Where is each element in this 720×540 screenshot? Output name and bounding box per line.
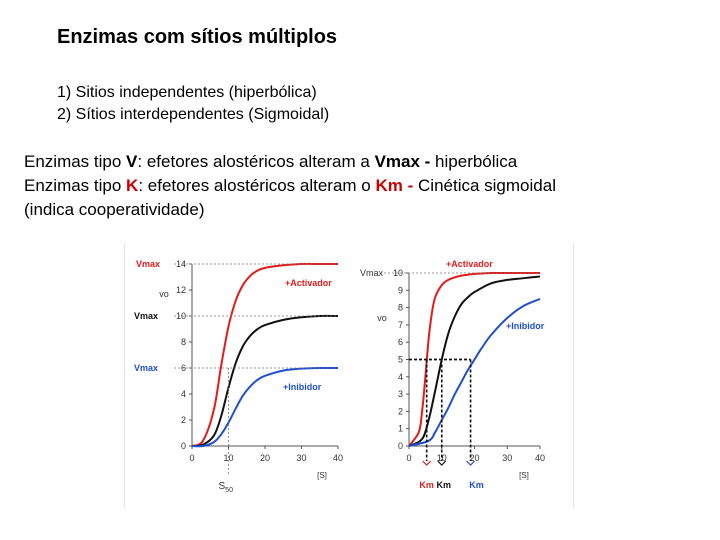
inhibitor-curve bbox=[191, 366, 339, 448]
s50-subscript: 50 bbox=[225, 487, 233, 494]
v-type-line: Enzimas tipo V: efetores alostéricos alt… bbox=[24, 150, 556, 174]
text: hiperbólica bbox=[435, 152, 518, 171]
text: : efetores alostéricos alteram o bbox=[138, 176, 376, 195]
y-tick-label: 9 bbox=[398, 285, 403, 295]
x-tick-label: 30 bbox=[502, 453, 512, 463]
km-label: Km bbox=[436, 480, 451, 490]
y-tick-label: 4 bbox=[398, 372, 403, 382]
x-axis-label: [S] bbox=[519, 471, 529, 480]
y-tick-label: 0 bbox=[181, 441, 186, 451]
y-tick-label: 1 bbox=[398, 424, 403, 434]
activator-curve-label: +Activador bbox=[446, 259, 493, 269]
x-tick-label: 20 bbox=[260, 453, 270, 463]
page-title: Enzimas com sítios múltiplos bbox=[57, 26, 338, 48]
x-tick-label: 0 bbox=[189, 453, 194, 463]
site-type-list: 1) Sitios independentes (hiperbólica) 2)… bbox=[57, 82, 329, 126]
y-tick-label: 5 bbox=[398, 355, 403, 365]
vmax-control-label: Vmax bbox=[134, 311, 158, 321]
y-axis-label: vo bbox=[159, 289, 169, 299]
x-tick-label: 40 bbox=[535, 453, 545, 463]
inhibitor-curve bbox=[408, 298, 541, 447]
dash: - bbox=[419, 152, 436, 171]
y-tick-label: 0 bbox=[398, 441, 403, 451]
activator-curve-label: +Activador bbox=[285, 278, 332, 288]
km-label: Km bbox=[419, 480, 434, 490]
vmax-activator-label: Vmax bbox=[136, 259, 160, 269]
y-tick-label: 4 bbox=[181, 389, 186, 399]
km-marker bbox=[437, 460, 447, 466]
text: Enzimas tipo bbox=[24, 152, 127, 171]
km-marker bbox=[466, 460, 475, 466]
text: : efetores alostéricos alteram a bbox=[137, 152, 375, 171]
vmax-term: Vmax bbox=[374, 152, 420, 171]
activator-curve bbox=[408, 271, 540, 447]
list-item: 1) Sitios independentes (hiperbólica) bbox=[57, 84, 317, 101]
v-letter: V bbox=[126, 152, 138, 171]
figure-background bbox=[124, 243, 574, 508]
y-tick-label: 8 bbox=[181, 337, 186, 347]
cooperativity-line: (indica cooperatividade) bbox=[24, 200, 205, 219]
km-label: Km bbox=[469, 480, 484, 490]
vmax-label: Vmax bbox=[360, 268, 384, 278]
x-tick-label: 20 bbox=[469, 453, 479, 463]
text: Enzimas tipo bbox=[24, 176, 127, 195]
inhibitor-curve-label: +Inibidor bbox=[283, 382, 322, 392]
dash: - bbox=[402, 176, 419, 195]
k-letter: K bbox=[126, 176, 139, 195]
y-tick-label: 8 bbox=[398, 303, 403, 313]
y-tick-label: 3 bbox=[398, 389, 403, 399]
y-tick-label: 7 bbox=[398, 320, 403, 330]
y-tick-label: 6 bbox=[398, 337, 403, 347]
enzyme-types-text: Enzimas tipo V: efetores alostéricos alt… bbox=[24, 150, 556, 222]
y-tick-label: 14 bbox=[176, 259, 186, 269]
y-axis-label: vo bbox=[377, 313, 387, 323]
km-marker bbox=[422, 460, 432, 466]
vmax-inhibitor-label: Vmax bbox=[134, 363, 158, 373]
text: Cinética sigmoidal bbox=[418, 176, 556, 195]
list-item: 2) Sítios interdependentes (Sigmoidal) bbox=[57, 106, 330, 123]
y-tick-label: 12 bbox=[176, 285, 186, 295]
x-axis-label: [S] bbox=[317, 471, 327, 480]
control-curve bbox=[408, 275, 541, 447]
y-tick-label: 10 bbox=[176, 311, 186, 321]
x-tick-label: 40 bbox=[333, 453, 343, 463]
x-tick-label: 0 bbox=[406, 453, 411, 463]
y-tick-label: 2 bbox=[398, 406, 403, 416]
control-curve bbox=[191, 314, 339, 447]
y-tick-label: 2 bbox=[181, 415, 186, 425]
inhibitor-curve-label: +Inibidor bbox=[506, 321, 545, 331]
x-tick-label: 10 bbox=[437, 453, 447, 463]
km-term: Km bbox=[375, 176, 403, 195]
x-tick-label: 30 bbox=[296, 453, 306, 463]
k-type-line: Enzimas tipo K: efetores alostéricos alt… bbox=[24, 174, 556, 198]
